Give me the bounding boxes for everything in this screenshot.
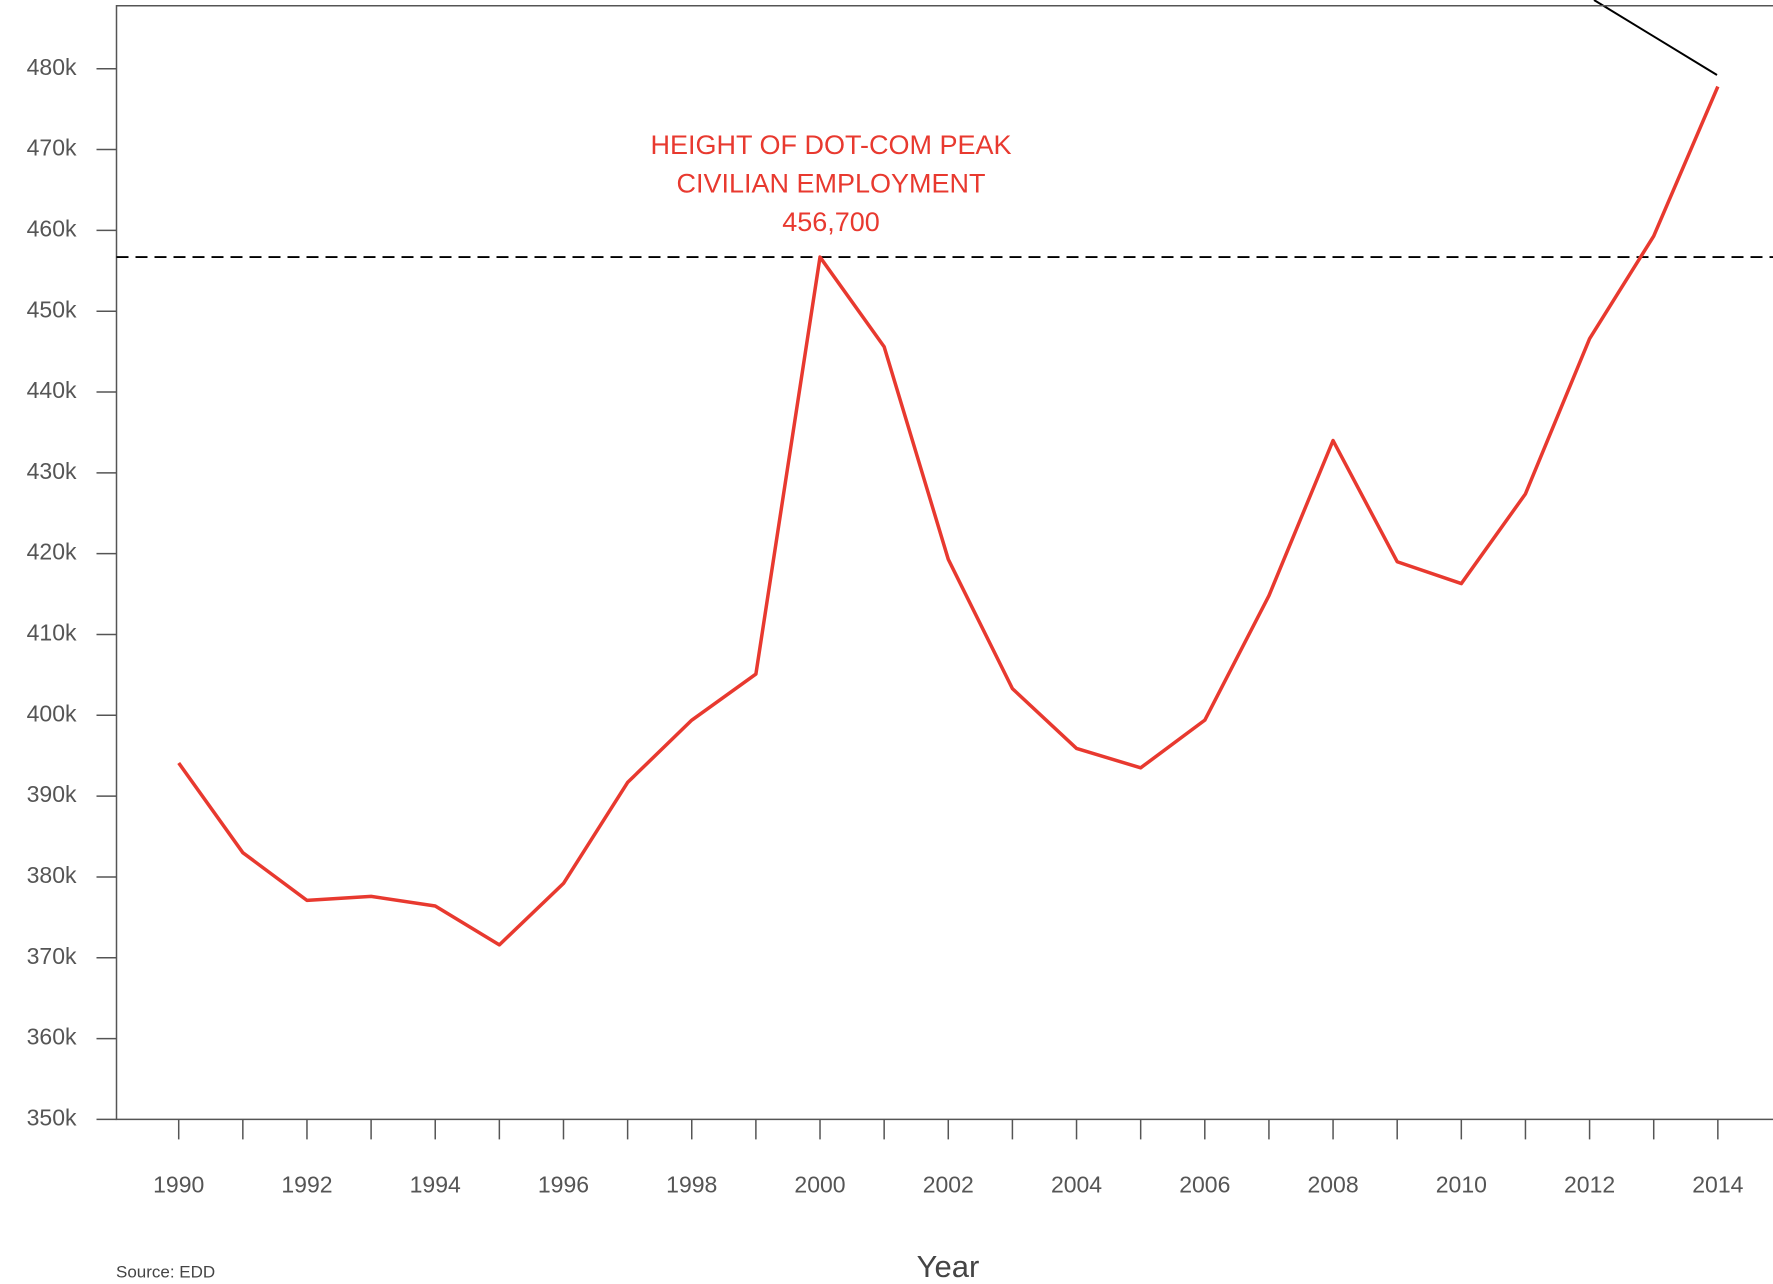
annotation: HEIGHT OF DOT-COM PEAK: [650, 130, 1011, 160]
x-axis-label: Year: [917, 1249, 980, 1284]
x-tick-label: 2004: [1051, 1171, 1102, 1197]
x-tick-label: 2006: [1179, 1171, 1230, 1197]
y-tick-label: 410k: [27, 620, 77, 646]
x-tick-label: 1994: [410, 1171, 461, 1197]
y-tick-label: 390k: [27, 781, 77, 807]
x-tick-label: 1992: [281, 1171, 332, 1197]
x-tick-label: 2012: [1564, 1171, 1615, 1197]
annotation: 456,700: [782, 207, 880, 237]
annotation: CIVILIAN EMPLOYMENT: [676, 169, 985, 199]
source-note: Source: EDD: [116, 1262, 215, 1281]
y-tick-label: 370k: [27, 943, 77, 969]
y-tick-label: 400k: [27, 700, 77, 726]
data-line: [177, 85, 1720, 947]
y-tick-label: 350k: [27, 1104, 77, 1130]
pointer-line: [1593, 0, 1718, 76]
x-tick-label: 1998: [666, 1171, 717, 1197]
y-tick-label: 450k: [27, 296, 77, 322]
y-tick-label: 360k: [27, 1024, 77, 1050]
x-tick-label: 1996: [538, 1171, 589, 1197]
y-tick-label: 440k: [27, 377, 77, 403]
x-tick-label: 2014: [1692, 1171, 1743, 1197]
x-tick-label: 2002: [923, 1171, 974, 1197]
y-tick-label: 480k: [27, 54, 77, 80]
plot-frame: [115, 4, 1773, 1121]
y-tick-label: 460k: [27, 215, 77, 241]
x-tick-label: 1990: [153, 1171, 204, 1197]
x-tick-label: 2008: [1307, 1171, 1358, 1197]
x-tick-label: 2000: [794, 1171, 845, 1197]
x-tick-label: 2010: [1436, 1171, 1487, 1197]
y-tick-label: 470k: [27, 135, 77, 161]
y-tick-label: 420k: [27, 539, 77, 565]
y-tick-label: 430k: [27, 458, 77, 484]
y-tick-label: 380k: [27, 862, 77, 888]
